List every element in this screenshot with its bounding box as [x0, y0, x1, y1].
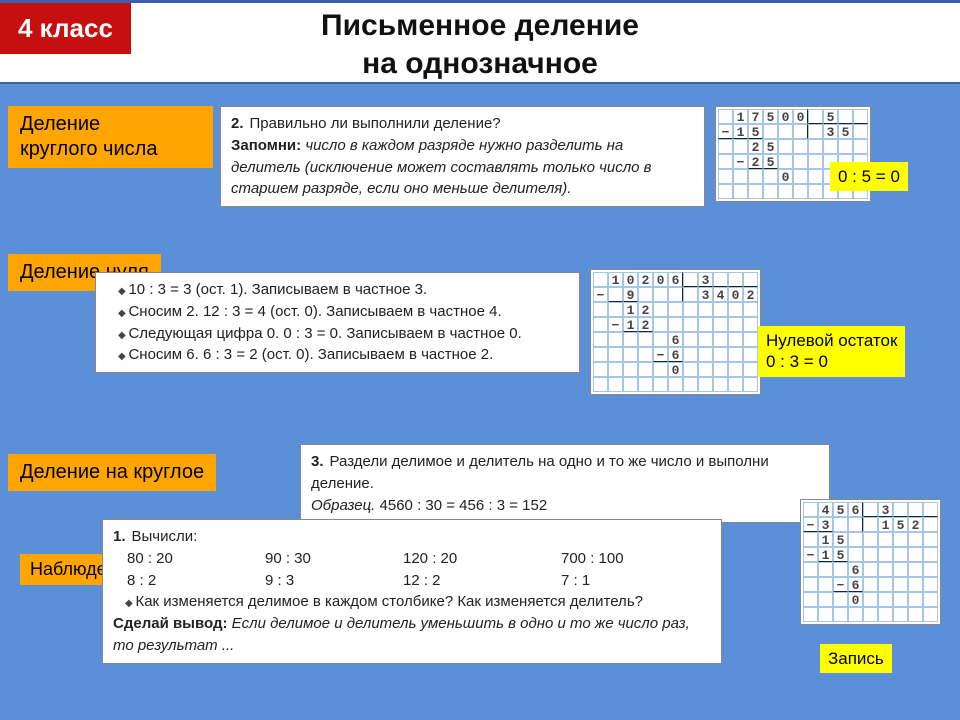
r1a: 80 : 20: [127, 548, 237, 570]
title-line-1: Письменное деление: [321, 9, 639, 42]
panel3-question: Раздели делимое и делитель на одно и то …: [311, 453, 769, 492]
observation-q: Как изменяется делимое в каждом столбике…: [125, 591, 711, 613]
step-1: 10 : 3 = 3 (ост. 1). Записываем в частно…: [118, 279, 569, 301]
panel2-num: 2.: [231, 115, 244, 132]
panel-steps: 10 : 3 = 3 (ост. 1). Записываем в частно…: [95, 272, 580, 373]
longdiv-grid-3: 4563−315215−156−60: [800, 499, 941, 625]
remember-label: Запомни:: [231, 137, 301, 154]
step-3: Следующая цифра 0. 0 : 3 = 0. Записываем…: [118, 323, 569, 345]
page-title: Письменное деление на однозначное: [0, 3, 960, 82]
sample-label: Образец.: [311, 497, 375, 514]
note-zero-remainder: Нулевой остаток 0 : 3 = 0: [758, 326, 905, 377]
class-badge: 4 класс: [0, 3, 131, 54]
r2d: 7 : 1: [561, 570, 590, 592]
step-4: Сносим 6. 6 : 3 = 2 (ост. 0). Записываем…: [118, 344, 569, 366]
label-round-number-text: Деление круглого числа: [20, 113, 157, 160]
r1d: 700 : 100: [561, 548, 624, 570]
r1b: 90 : 30: [265, 548, 375, 570]
panel-problem-2: 2. Правильно ли выполнили деление? Запомн…: [220, 106, 705, 207]
step-2: Сносим 2. 12 : 3 = 4 (ост. 0). Записывае…: [118, 301, 569, 323]
panel-problem-3: 3.Раздели делимое и делитель на одно и т…: [300, 444, 830, 523]
r2b: 9 : 3: [265, 570, 375, 592]
sample-text: 4560 : 30 = 456 : 3 = 152: [380, 497, 548, 514]
title-line-2: на однозначное: [362, 47, 598, 80]
label-round-number: Деление круглого числа: [8, 106, 213, 168]
note-zero-remainder-l2: 0 : 3 = 0: [766, 352, 828, 371]
longdiv-grid-2: 102063−9340212−126−60: [590, 269, 761, 395]
content-area: Деление круглого числа 2. Правильно ли вы…: [0, 84, 960, 720]
note-zero-five: 0 : 5 = 0: [830, 162, 908, 191]
header-bar: 4 класс Письменное деление на однозначно…: [0, 0, 960, 84]
concl-label: Сделай вывод:: [113, 615, 228, 632]
r1c: 120 : 20: [403, 548, 533, 570]
r2a: 8 : 2: [127, 570, 237, 592]
panel-problem-1: 1. Вычисли: 80 : 20 90 : 30 120 : 20 700 …: [102, 519, 722, 664]
panel2-question: Правильно ли выполнили деление?: [250, 115, 501, 132]
label-by-round: Деление на круглое: [8, 454, 216, 491]
panel1-num: 1.: [113, 528, 126, 545]
note-record: Запись: [820, 644, 892, 673]
panel1-question: Вычисли:: [132, 528, 198, 545]
r2c: 12 : 2: [403, 570, 533, 592]
panel3-num: 3.: [311, 453, 324, 470]
note-zero-remainder-l1: Нулевой остаток: [766, 331, 897, 350]
